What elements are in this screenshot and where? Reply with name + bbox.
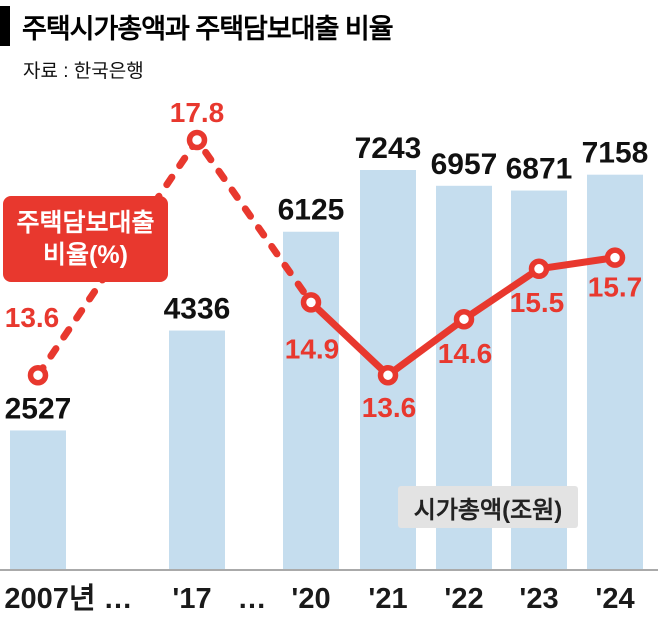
- line-value-label: 14.9: [285, 333, 340, 364]
- chart-title: 주택시가총액과 주택담보대출 비율: [22, 13, 394, 44]
- line-value-label: 13.6: [362, 392, 417, 423]
- line-marker: [453, 308, 475, 330]
- line-marker: [377, 364, 399, 386]
- line-marker: [27, 364, 49, 386]
- title-accent-bar: [0, 6, 10, 46]
- line-marker: [604, 247, 626, 268]
- x-axis-tick: '22: [444, 583, 483, 615]
- bar-value-label: 2527: [5, 392, 72, 425]
- bar-value-label: 7158: [582, 137, 649, 170]
- line-value-label: 15.5: [510, 287, 565, 318]
- bar: [283, 231, 339, 570]
- bar-value-label: 6125: [278, 194, 345, 227]
- x-axis-tick: '24: [595, 583, 634, 615]
- x-axis-tick: …: [104, 583, 133, 615]
- x-axis-tick: 2007년: [4, 582, 95, 615]
- x-axis-tick: '17: [172, 583, 211, 615]
- x-axis-tick: '23: [519, 583, 558, 615]
- x-axis-tick: '20: [291, 583, 330, 615]
- line-value-label: 14.6: [438, 338, 493, 369]
- bar-value-label: 6957: [431, 148, 498, 181]
- line-marker: [528, 258, 550, 280]
- line-value-label: 13.6: [5, 302, 60, 333]
- bar-value-label: 6871: [506, 153, 573, 186]
- x-axis-tick: '21: [368, 583, 407, 615]
- bar-series-label-box: 시가총액(조원): [398, 486, 578, 528]
- bar: [169, 330, 225, 570]
- line-marker: [186, 129, 208, 151]
- line-value-label: 15.7: [588, 272, 643, 303]
- title-row: 주택시가총액과 주택담보대출 비율: [0, 0, 658, 46]
- bar-value-label: 4336: [164, 293, 231, 326]
- x-axis-tick: …: [238, 583, 267, 615]
- line-series-label-line1: 주택담보대출: [16, 208, 155, 237]
- line-series-label-box: 주택담보대출 비율(%): [3, 196, 168, 282]
- line-series-label-line2: 비율(%): [43, 241, 128, 269]
- bar-value-label: 7243: [355, 132, 422, 165]
- bar: [587, 174, 643, 570]
- bar: [10, 430, 66, 570]
- chart-header: 주택시가총액과 주택담보대출 비율 자료 : 한국은행: [0, 0, 658, 83]
- line-value-label: 17.8: [170, 97, 225, 128]
- source-label: 자료 : 한국은행: [23, 61, 144, 82]
- line-marker: [300, 292, 322, 313]
